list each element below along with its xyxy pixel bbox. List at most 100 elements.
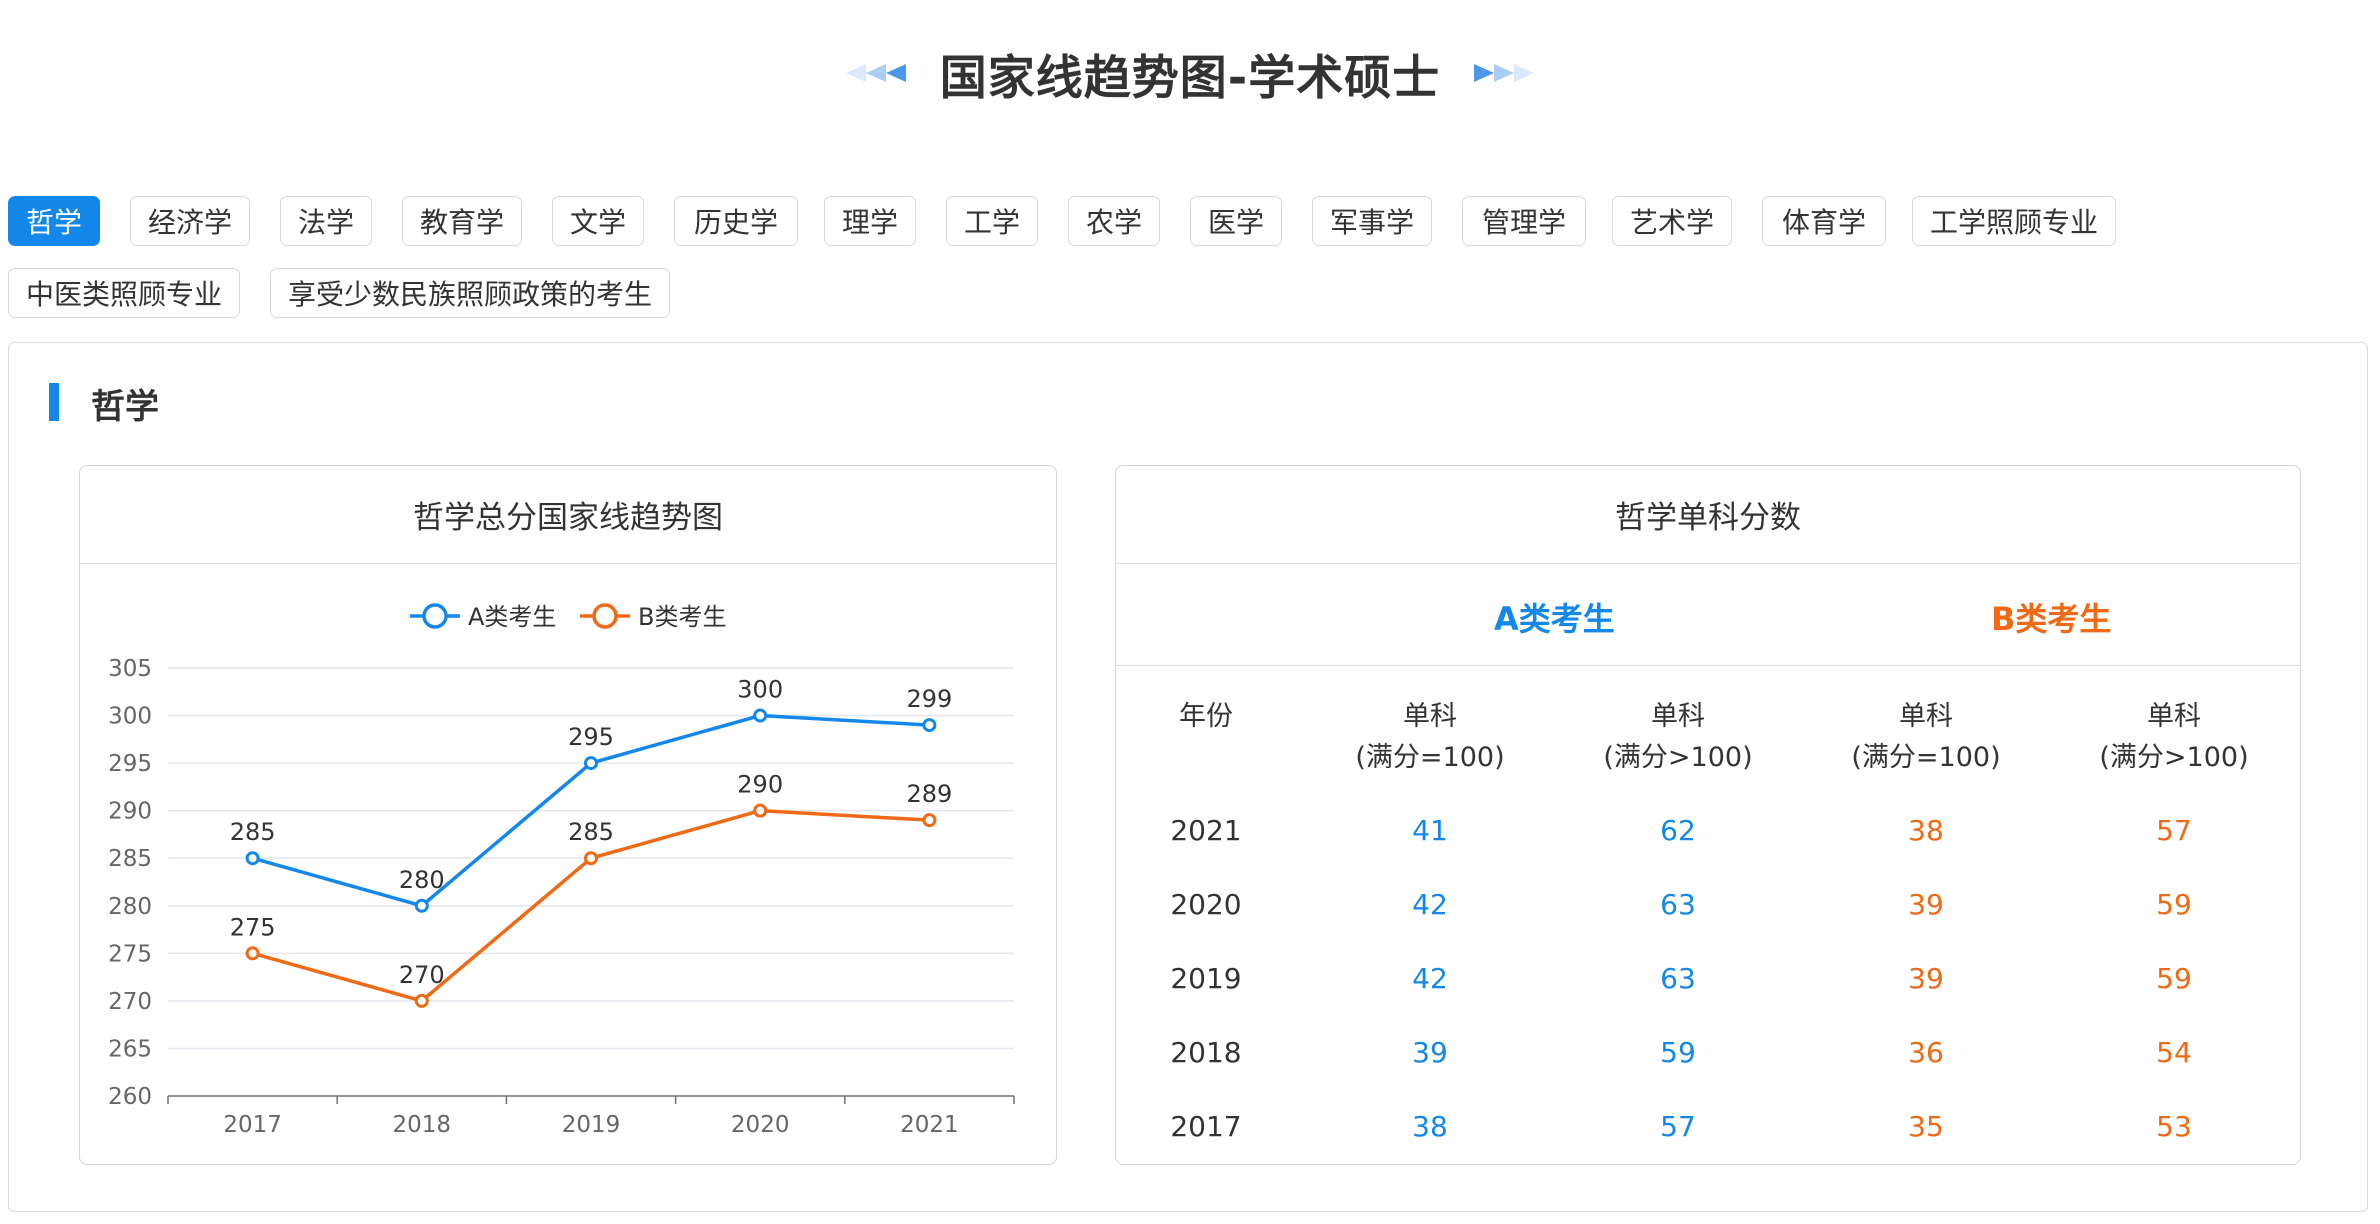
table-cell-b1-2017: 35 xyxy=(1908,1110,1944,1143)
data-point-b-2018 xyxy=(414,993,429,1008)
group-header-row: A类考生 B类考生 xyxy=(1116,564,2300,666)
page-title: 国家线趋势图-学术硕士 xyxy=(939,50,1441,106)
data-label-a-2017: 285 xyxy=(230,818,276,846)
tab-sports[interactable]: 体育学 xyxy=(1762,196,1886,246)
x-tick-label-2020: 2020 xyxy=(731,1112,790,1138)
data-label-a-2019: 295 xyxy=(568,723,614,751)
y-tick-label-295: 295 xyxy=(108,751,152,777)
data-point-a-2019 xyxy=(584,756,598,771)
table-cell-b1-2018: 36 xyxy=(1908,1036,1944,1069)
y-tick-label-275: 275 xyxy=(108,941,152,967)
data-point-b-2019 xyxy=(584,851,598,866)
line-chart: 260 265 270 275 280 285 290 295 300 305 2017 2018 20… xyxy=(108,603,1015,1138)
y-tick-label-265: 265 xyxy=(108,1036,152,1062)
data-point-b-2017 xyxy=(245,946,260,961)
tab-art[interactable]: 艺术学 xyxy=(1612,196,1732,246)
x-tick-label-2018: 2018 xyxy=(393,1112,452,1138)
data-point-b-2021 xyxy=(922,813,937,828)
legend-marker-a xyxy=(422,603,448,629)
table-cell-year-2020: 2020 xyxy=(1170,888,1242,921)
table-cell-a1-2021: 41 xyxy=(1412,814,1448,847)
x-tick-label-2021: 2021 xyxy=(900,1112,959,1138)
legend-label-a: A类考生 xyxy=(468,603,556,631)
header-a-full100: 单科 (满分=100) xyxy=(1330,696,1530,778)
header-a-full100-line1: 单科 xyxy=(1403,701,1457,732)
trend-chart-card: 哲学总分国家线趋势图 260 265 270 275 280 285 290 295 300 30… xyxy=(79,465,1057,1165)
data-label-a-2020: 300 xyxy=(737,676,783,704)
tab-literature[interactable]: 文学 xyxy=(552,196,644,246)
table-cell-b2-2021: 57 xyxy=(2156,814,2192,847)
data-label-b-2017: 275 xyxy=(230,913,276,941)
left-arrows-icon xyxy=(844,62,906,84)
header-a-over100-line2: (满分>100) xyxy=(1603,742,1753,773)
y-tick-label-270: 270 xyxy=(108,989,152,1015)
table-cell-a1-2020: 42 xyxy=(1412,888,1448,921)
tab-management[interactable]: 管理学 xyxy=(1462,196,1586,246)
tab-education[interactable]: 教育学 xyxy=(402,196,522,246)
table-cell-b2-2017: 53 xyxy=(2156,1110,2192,1143)
data-label-b-2018: 270 xyxy=(399,961,445,989)
header-b-over100: 单科 (满分>100) xyxy=(2074,696,2274,778)
tab-military[interactable]: 军事学 xyxy=(1312,196,1432,246)
table-cell-year-2018: 2018 xyxy=(1170,1036,1242,1069)
data-point-a-2017 xyxy=(245,851,260,866)
tab-tcm-special[interactable]: 中医类照顾专业 xyxy=(8,268,240,318)
table-cell-a2-2017: 57 xyxy=(1660,1110,1696,1143)
tab-medicine[interactable]: 医学 xyxy=(1190,196,1282,246)
data-label-a-2021: 299 xyxy=(906,685,952,713)
data-label-b-2020: 290 xyxy=(737,771,783,799)
tab-engineering[interactable]: 工学 xyxy=(946,196,1038,246)
table-cell-b1-2019: 39 xyxy=(1908,962,1944,995)
table-card-title: 哲学单科分数 xyxy=(1116,466,2300,564)
tab-history[interactable]: 历史学 xyxy=(674,196,798,246)
legend-label-b: B类考生 xyxy=(638,603,726,631)
tab-engineering-special[interactable]: 工学照顾专业 xyxy=(1912,196,2116,246)
table-cell-a2-2021: 62 xyxy=(1660,814,1696,847)
y-tick-label-280: 280 xyxy=(108,894,152,920)
right-arrows-icon xyxy=(1474,62,1536,84)
table-cell-a2-2020: 63 xyxy=(1660,888,1696,921)
header-b-full100-line2: (满分=100) xyxy=(1851,742,2001,773)
x-tick-label-2019: 2019 xyxy=(562,1112,621,1138)
tab-agriculture[interactable]: 农学 xyxy=(1068,196,1160,246)
table-cell-a2-2018: 59 xyxy=(1660,1036,1696,1069)
tab-economics[interactable]: 经济学 xyxy=(130,196,250,246)
table-cell-year-2017: 2017 xyxy=(1170,1110,1242,1143)
y-tick-label-260: 260 xyxy=(108,1084,152,1110)
table-cell-b2-2020: 59 xyxy=(2156,888,2192,921)
table-cell-b1-2021: 38 xyxy=(1908,814,1944,847)
tab-philosophy[interactable]: 哲学 xyxy=(8,196,100,246)
subject-section: 哲学 哲学总分国家线趋势图 260 265 270 275 280 285 290 295 30… xyxy=(8,342,2368,1212)
single-subject-card: 哲学单科分数 A类考生 B类考生 年份 单科 (满分=100) 单科 (满分>1… xyxy=(1115,465,2301,1165)
x-tick-label-2017: 2017 xyxy=(223,1112,282,1138)
data-point-a-2021 xyxy=(922,718,937,733)
data-point-b-2020 xyxy=(753,803,768,818)
y-tick-label-285: 285 xyxy=(108,846,152,872)
table-cell-b1-2020: 39 xyxy=(1908,888,1944,921)
table-cell-b2-2018: 54 xyxy=(2156,1036,2192,1069)
group-b-label: B类考生 xyxy=(1991,600,2112,638)
chart-card-title: 哲学总分国家线趋势图 xyxy=(80,466,1056,564)
data-label-b-2019: 285 xyxy=(568,818,614,846)
tab-science[interactable]: 理学 xyxy=(824,196,916,246)
tab-minority-policy[interactable]: 享受少数民族照顾政策的考生 xyxy=(270,268,670,318)
tab-law[interactable]: 法学 xyxy=(280,196,372,246)
y-tick-label-305: 305 xyxy=(108,656,152,682)
header-a-over100-line1: 单科 xyxy=(1651,701,1705,732)
header-b-over100-line2: (满分>100) xyxy=(2099,742,2249,773)
table-cell-b2-2019: 59 xyxy=(2156,962,2192,995)
data-point-a-2020 xyxy=(753,708,768,723)
y-tick-label-300: 300 xyxy=(108,704,152,730)
page-header: 国家线趋势图-学术硕士 xyxy=(0,30,2380,116)
header-b-over100-line1: 单科 xyxy=(2147,701,2201,732)
y-tick-label-290: 290 xyxy=(108,799,152,825)
header-b-full100: 单科 (满分=100) xyxy=(1826,696,2026,778)
table-cell-a2-2019: 63 xyxy=(1660,962,1696,995)
header-a-full100-line2: (满分=100) xyxy=(1355,742,1505,773)
data-label-a-2018: 280 xyxy=(399,866,445,894)
table-cell-a1-2019: 42 xyxy=(1412,962,1448,995)
data-label-b-2021: 289 xyxy=(906,780,952,808)
data-point-a-2018 xyxy=(414,898,429,913)
legend-marker-b xyxy=(592,603,618,629)
table-cell-a1-2018: 39 xyxy=(1412,1036,1448,1069)
